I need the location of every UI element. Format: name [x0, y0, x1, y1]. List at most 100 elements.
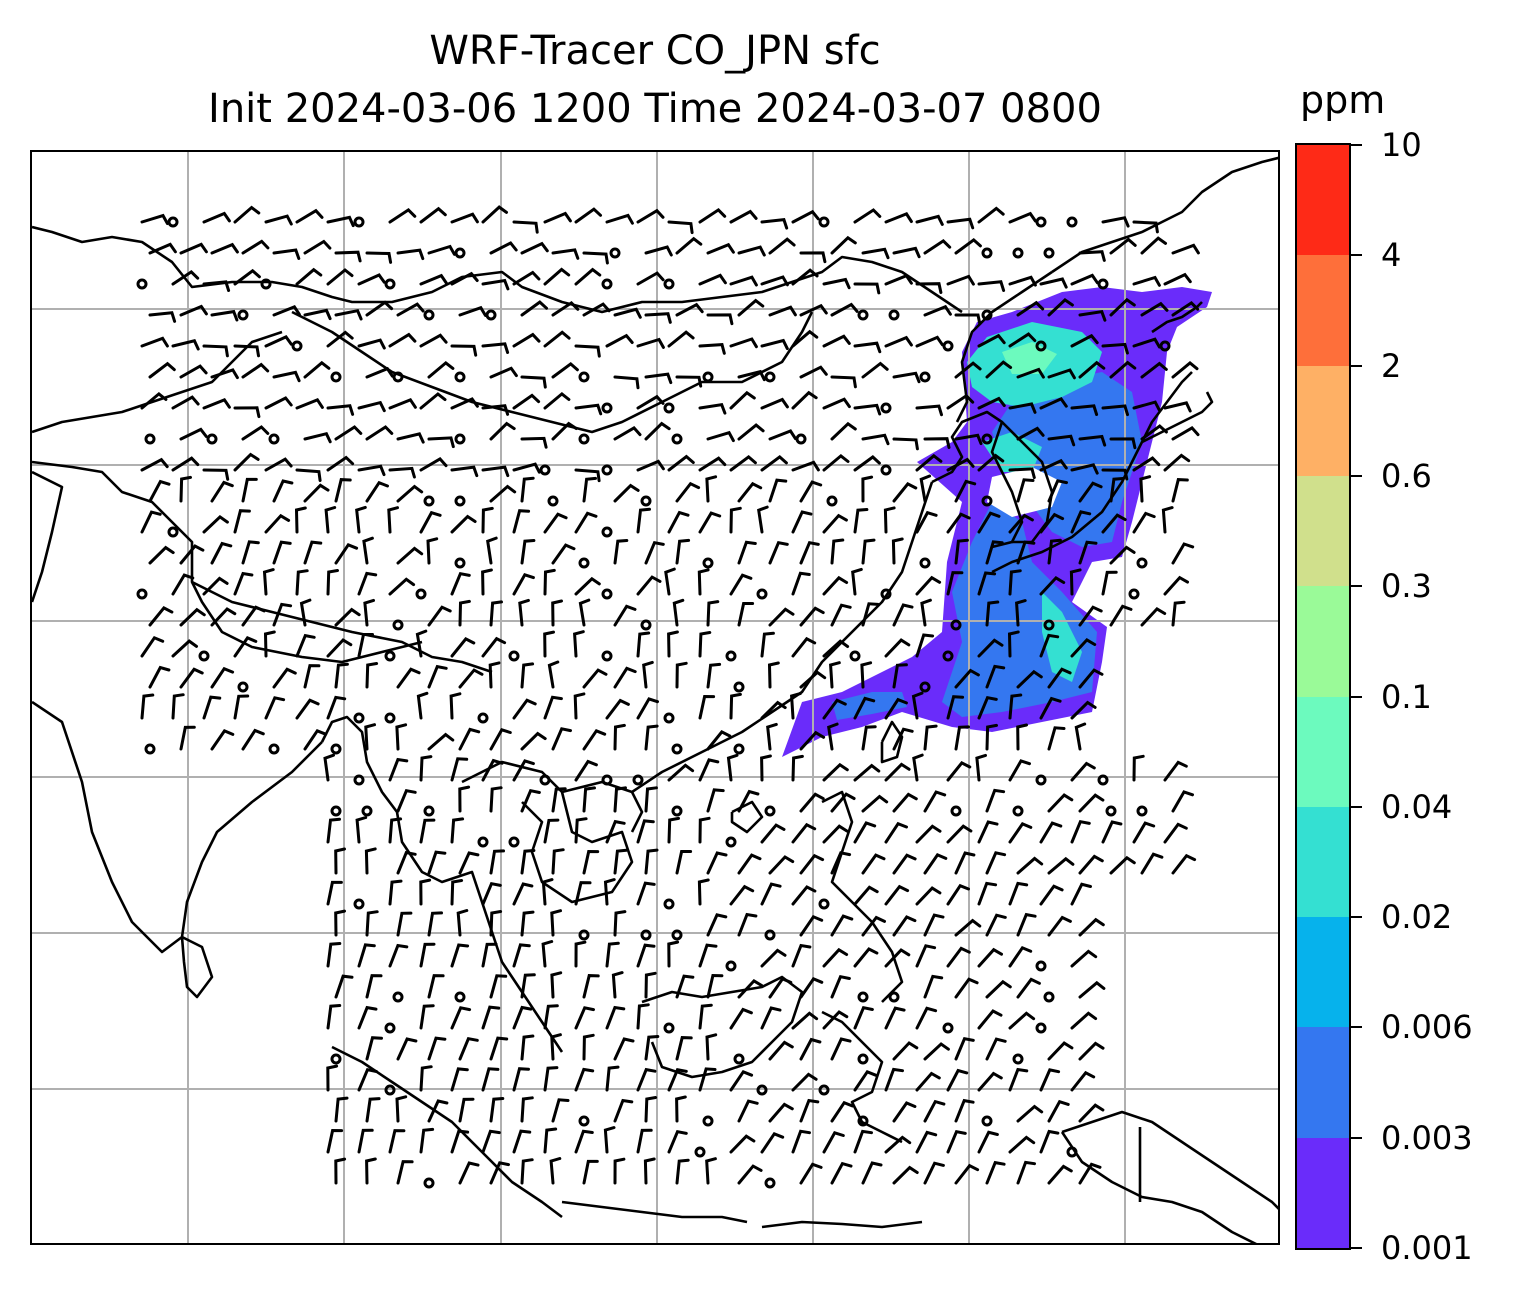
wind-barb: [1008, 1011, 1036, 1030]
coastline-segment: [991, 371, 1193, 574]
colorbar-segment: [1297, 585, 1349, 697]
calm-wind-circle: [764, 1177, 776, 1189]
wind-barb: [1132, 337, 1161, 349]
wind-barb: [613, 910, 627, 937]
wind-barb: [547, 660, 560, 689]
wind-barb: [357, 633, 374, 658]
wind-barb: [613, 786, 627, 813]
wind-barb: [396, 546, 424, 565]
calm-wind-circle: [384, 712, 396, 724]
wind-barb: [1163, 760, 1188, 782]
wind-barb: [427, 732, 455, 751]
calm-wind-circle: [702, 1115, 714, 1127]
wind-barb: [512, 332, 541, 348]
wind-barb: [520, 539, 536, 565]
wind-barb: [396, 789, 417, 813]
wind-barb: [326, 268, 354, 286]
wind-barb: [210, 607, 237, 627]
wind-barb: [388, 757, 409, 782]
wind-barb: [140, 693, 155, 720]
calm-wind-circle: [578, 1115, 590, 1127]
calm-wind-circle: [384, 650, 396, 662]
calm-wind-circle: [826, 495, 838, 507]
wind-barb: [1047, 434, 1076, 447]
wind-barb: [541, 940, 554, 968]
wind-barb: [698, 758, 720, 782]
wind-barb: [1016, 669, 1043, 689]
wind-barb: [605, 1065, 620, 1092]
wind-barb: [1070, 761, 1096, 782]
wind-barb: [1008, 467, 1036, 480]
lat-lon-grid: [32, 152, 1278, 1243]
wind-barb: [985, 979, 1012, 999]
calm-wind-circle: [547, 495, 559, 507]
wind-barb: [1070, 510, 1092, 534]
wind-barb: [396, 302, 425, 317]
wind-barb: [1171, 790, 1194, 813]
wind-barb: [1016, 540, 1036, 565]
wind-barb: [388, 879, 403, 906]
wind-barb: [179, 364, 208, 379]
wind-barb: [977, 947, 1003, 968]
wind-barb: [550, 909, 562, 937]
plume-area: [992, 372, 1142, 547]
wind-barb: [892, 727, 914, 751]
wind-barb: [915, 453, 943, 472]
wind-barb: [512, 1005, 533, 1030]
coastline-segment: [821, 1010, 903, 1144]
wind-barb: [1007, 630, 1020, 658]
wind-barb: [396, 484, 424, 503]
wind-barb: [760, 948, 787, 968]
calm-wind-circle: [671, 929, 683, 941]
wind-barb: [613, 848, 628, 875]
wind-barb: [1109, 604, 1133, 627]
calm-wind-circle: [601, 650, 613, 662]
wind-barb: [915, 510, 938, 534]
calm-wind-circle: [663, 1022, 675, 1034]
calm-wind-circle: [1035, 774, 1047, 786]
wind-barb: [977, 280, 1006, 292]
colorbar-tick-label: 0.003: [1381, 1118, 1473, 1157]
wind-barb: [233, 452, 260, 472]
wind-barb: [450, 465, 479, 478]
wind-barb: [954, 851, 976, 875]
colorbar-tick: [1350, 1136, 1362, 1139]
wind-barb: [573, 630, 585, 658]
wind-barb: [518, 598, 530, 627]
wind-barb: [365, 300, 394, 317]
wind-barb: [675, 302, 704, 317]
calm-wind-circle: [539, 774, 551, 786]
wind-barb: [1140, 852, 1164, 875]
map-panel[interactable]: [30, 150, 1280, 1245]
wind-barb: [985, 360, 1013, 379]
wind-barb: [481, 1067, 500, 1092]
wind-barb: [729, 209, 758, 224]
wind-barb: [605, 819, 626, 844]
wind-barb: [603, 878, 616, 906]
wind-barb: [1016, 478, 1035, 503]
wind-barb: [892, 915, 917, 937]
calm-wind-circle: [919, 557, 931, 569]
wind-barb: [822, 947, 849, 968]
wind-barb: [512, 759, 535, 782]
calm-wind-circle: [640, 929, 652, 941]
calm-wind-circle: [702, 557, 714, 569]
wind-barb: [574, 468, 601, 483]
wind-barb: [1008, 211, 1037, 224]
wind-barb: [458, 785, 471, 813]
wind-barb: [768, 429, 797, 441]
wind-barb: [171, 573, 195, 596]
wind-barb: [884, 273, 913, 286]
wind-barb: [675, 538, 691, 565]
wind-barb: [543, 630, 555, 658]
coastline-segment: [320, 715, 564, 1053]
wind-barb: [233, 268, 261, 286]
coastline-segment: [191, 580, 493, 674]
wind-barb: [1008, 513, 1034, 534]
wind-barb: [1140, 606, 1167, 627]
wind-barb: [1039, 884, 1064, 906]
wind-barb: [1047, 368, 1076, 380]
wind-barb: [1039, 1129, 1060, 1154]
coastline-segment: [821, 790, 904, 1003]
wind-barb: [706, 600, 720, 627]
